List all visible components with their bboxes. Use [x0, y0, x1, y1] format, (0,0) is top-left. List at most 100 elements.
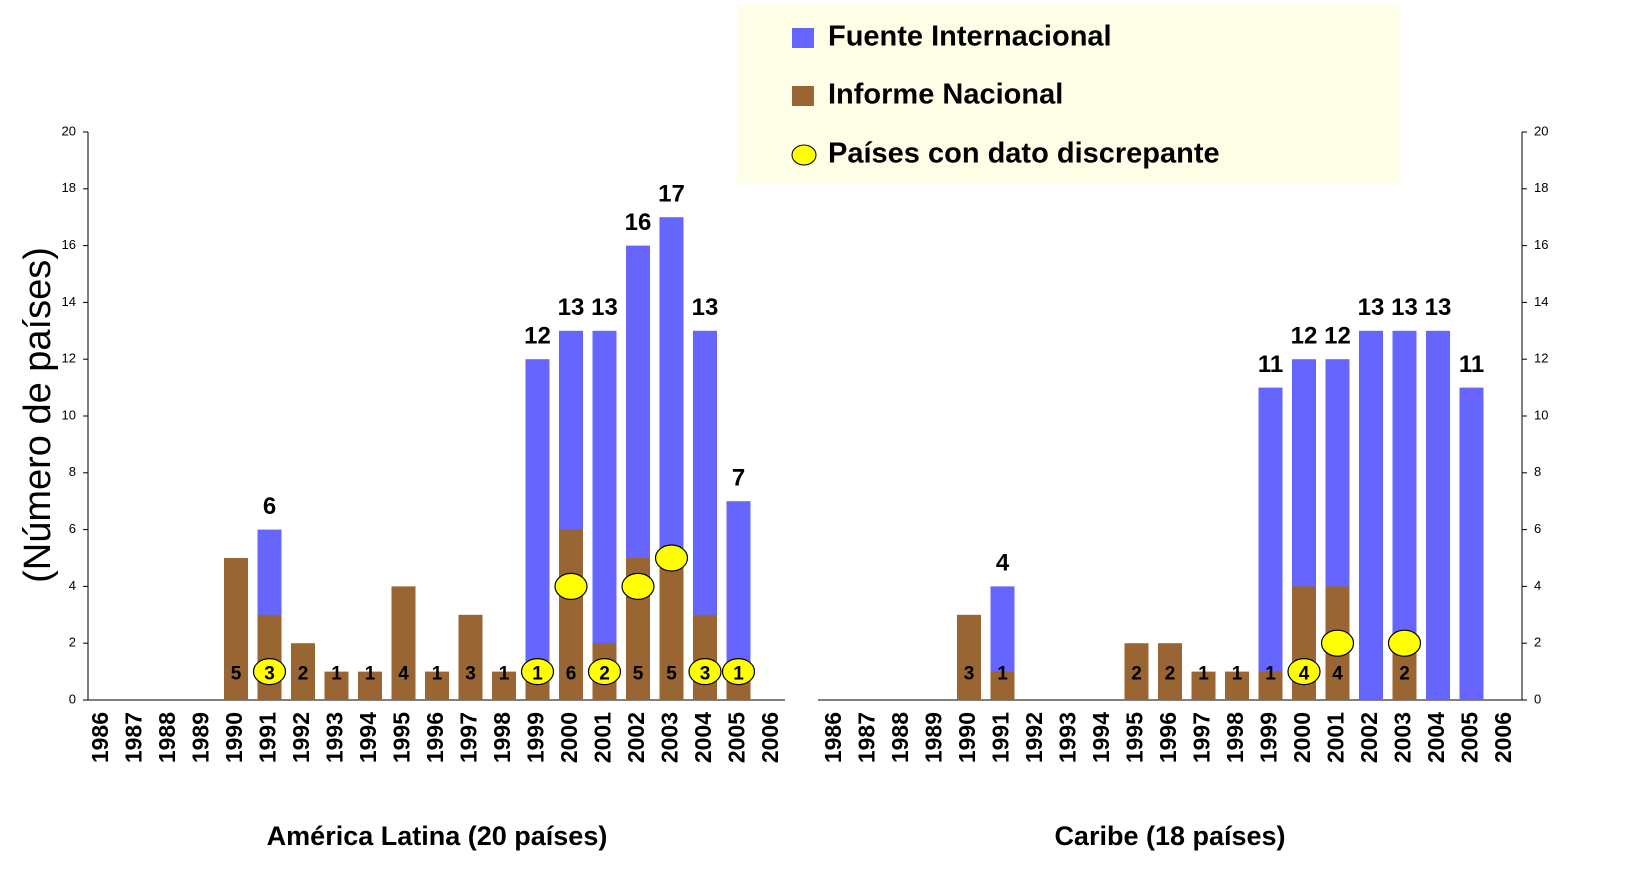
- value-label: 1: [1198, 663, 1209, 684]
- value-label: 11: [1258, 351, 1283, 378]
- value-label: 2: [1165, 663, 1176, 684]
- value-label: 1: [1265, 663, 1276, 684]
- x-tick-label: 1995: [1122, 712, 1148, 763]
- discrepancy-marker: [621, 572, 655, 601]
- value-label: 3: [700, 663, 711, 684]
- bar: [291, 643, 315, 700]
- y-tick-label: 20: [62, 123, 76, 138]
- bar: [957, 614, 981, 700]
- legend-swatch: [792, 86, 814, 106]
- x-tick-label: 1989: [921, 712, 947, 763]
- value-label: 2: [1399, 663, 1410, 684]
- y-tick-label: 0: [69, 691, 76, 706]
- y-tick-label: 2: [69, 635, 76, 650]
- x-tick-label: 1999: [523, 712, 549, 763]
- bar: [559, 529, 583, 700]
- y-tick-label: 16: [62, 237, 76, 252]
- bar: [1191, 671, 1216, 700]
- x-tick-label: 1991: [255, 712, 281, 763]
- bar: [990, 671, 1015, 700]
- x-tick-label: 2000: [1289, 712, 1315, 763]
- value-label: 1: [432, 663, 443, 684]
- value-label: 1: [997, 663, 1008, 684]
- y2-tick-label: 2: [1534, 635, 1541, 650]
- discrepancy-marker: [1320, 629, 1355, 657]
- discrepancy-marker: [252, 657, 287, 686]
- y-tick-label: 6: [69, 521, 76, 536]
- value-label: 6: [263, 493, 276, 520]
- bar: [659, 558, 684, 700]
- bar: [1158, 643, 1182, 700]
- y-axis-label: (Número de países): [17, 247, 59, 583]
- x-tick-label: 1997: [456, 712, 482, 763]
- x-tick-label: 1989: [188, 712, 214, 763]
- x-tick-label: 1992: [288, 712, 314, 763]
- value-label: 13: [1425, 294, 1452, 321]
- value-label: 13: [1391, 294, 1418, 321]
- value-label: 1: [365, 663, 376, 684]
- x-tick-label: 1998: [489, 712, 515, 763]
- bar: [358, 671, 382, 700]
- x-tick-label: 2001: [1323, 712, 1349, 763]
- y2-tick-label: 12: [1534, 351, 1548, 366]
- y2-tick-label: 8: [1534, 464, 1541, 479]
- y2-tick-label: 6: [1534, 521, 1541, 536]
- value-label: 4: [398, 663, 409, 684]
- value-label: 3: [465, 663, 476, 684]
- bar: [492, 671, 516, 700]
- x-tick-label: 2002: [1356, 712, 1382, 763]
- bar: [693, 614, 717, 700]
- bar: [425, 671, 449, 700]
- x-tick-label: 2005: [724, 712, 750, 763]
- bar: [592, 330, 617, 700]
- bar: [1225, 671, 1249, 700]
- value-label: 13: [1358, 294, 1385, 321]
- discrepancy-marker: [688, 657, 722, 686]
- value-label: 13: [692, 294, 719, 321]
- bar: [458, 614, 483, 700]
- y2-tick-label: 18: [1534, 180, 1548, 195]
- x-tick-label: 1990: [954, 712, 980, 763]
- legend-box: [737, 5, 1400, 183]
- y2-tick-label: 10: [1534, 407, 1548, 422]
- x-tick-label: 2002: [623, 712, 649, 763]
- value-label: 5: [231, 663, 242, 684]
- x-tick-label: 1987: [854, 712, 880, 763]
- legend-swatch: [792, 28, 814, 48]
- discrepancy-marker: [654, 544, 689, 572]
- value-label: 1: [1232, 663, 1243, 684]
- x-tick-label: 2004: [1423, 712, 1449, 763]
- bar: [1426, 330, 1450, 700]
- x-tick-label: 1988: [154, 712, 180, 763]
- value-label: 5: [666, 663, 677, 684]
- discrepancy-marker: [554, 572, 588, 601]
- value-label: 4: [996, 550, 1010, 577]
- y2-tick-label: 16: [1534, 237, 1548, 252]
- value-label: 5: [633, 663, 644, 684]
- y2-tick-label: 0: [1534, 691, 1541, 706]
- x-tick-label: 1996: [422, 712, 448, 763]
- value-label: 3: [964, 663, 975, 684]
- bar: [224, 558, 248, 700]
- bar: [1258, 387, 1283, 700]
- x-tick-label: 2004: [690, 712, 716, 763]
- x-tick-label: 2003: [657, 712, 683, 763]
- discrepancy-marker: [1387, 629, 1422, 657]
- value-label: 16: [625, 209, 652, 236]
- y-tick-label: 14: [62, 294, 76, 309]
- x-tick-label: 1986: [820, 712, 846, 763]
- discrepancy-marker: [1287, 657, 1321, 686]
- x-tick-label: 2006: [1490, 712, 1516, 763]
- value-label: 7: [732, 465, 745, 492]
- y-tick-label: 8: [69, 464, 76, 479]
- discrepancy-marker: [520, 657, 555, 686]
- x-tick-label: 1990: [221, 712, 247, 763]
- x-tick-label: 1995: [389, 712, 415, 763]
- value-label: 1: [532, 663, 543, 684]
- value-label: 12: [524, 323, 551, 350]
- x-tick-label: 1996: [1155, 712, 1181, 763]
- bar: [1124, 643, 1149, 700]
- value-label: 6: [566, 663, 577, 684]
- value-label: 4: [1332, 663, 1343, 684]
